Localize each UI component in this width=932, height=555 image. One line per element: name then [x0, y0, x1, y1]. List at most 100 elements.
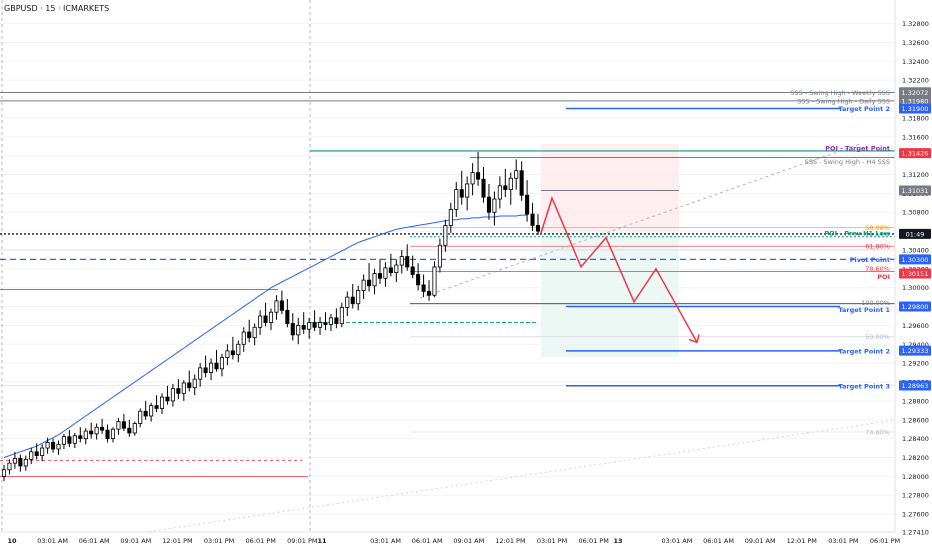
candle[interactable]	[530, 213, 535, 226]
candle[interactable]	[263, 315, 268, 323]
candle[interactable]	[459, 189, 464, 198]
candle[interactable]	[116, 421, 121, 430]
candle[interactable]	[437, 244, 442, 268]
candle[interactable]	[105, 429, 110, 440]
candle[interactable]	[426, 291, 432, 296]
candle[interactable]	[421, 284, 426, 292]
candle[interactable]	[61, 436, 66, 445]
candle[interactable]	[367, 279, 372, 287]
candle[interactable]	[51, 441, 56, 450]
candle[interactable]	[78, 435, 83, 440]
candle[interactable]	[383, 267, 388, 279]
candle[interactable]	[454, 189, 459, 210]
candle[interactable]	[121, 421, 126, 429]
candle[interactable]	[214, 362, 219, 370]
candle[interactable]	[356, 290, 361, 305]
candle[interactable]	[399, 256, 404, 266]
candle[interactable]	[100, 426, 105, 431]
candle[interactable]	[350, 296, 355, 305]
candle[interactable]	[519, 170, 524, 196]
candle[interactable]	[416, 274, 421, 286]
candle[interactable]	[432, 266, 437, 296]
candle[interactable]	[318, 322, 323, 328]
candle[interactable]	[394, 264, 399, 274]
candle[interactable]	[209, 362, 214, 373]
candle[interactable]	[40, 447, 45, 456]
candle[interactable]	[110, 428, 116, 440]
candle[interactable]	[290, 323, 295, 336]
candle[interactable]	[535, 225, 541, 232]
candle[interactable]	[149, 405, 154, 417]
candle[interactable]	[525, 194, 530, 215]
candle[interactable]	[89, 430, 94, 435]
candle[interactable]	[410, 266, 415, 275]
candle[interactable]	[94, 426, 99, 435]
candle[interactable]	[34, 451, 39, 456]
candle[interactable]	[187, 382, 192, 389]
candle[interactable]	[1, 469, 7, 477]
candle[interactable]	[503, 185, 508, 190]
candle[interactable]	[198, 367, 203, 380]
candle[interactable]	[339, 307, 344, 324]
candle[interactable]	[170, 388, 175, 402]
candle[interactable]	[192, 378, 197, 389]
candle[interactable]	[252, 326, 257, 339]
candle[interactable]	[12, 458, 17, 464]
candle[interactable]	[296, 325, 301, 336]
candle[interactable]	[492, 198, 497, 213]
candle[interactable]	[279, 300, 284, 311]
candle[interactable]	[132, 423, 137, 434]
candle[interactable]	[476, 172, 481, 180]
time-axis[interactable]	[0, 532, 895, 550]
candle[interactable]	[405, 256, 410, 268]
candle[interactable]	[514, 170, 519, 179]
candle[interactable]	[127, 427, 132, 434]
candle[interactable]	[361, 279, 366, 291]
candle[interactable]	[7, 462, 12, 471]
candle[interactable]	[268, 311, 274, 323]
candle[interactable]	[56, 443, 61, 450]
candle[interactable]	[67, 436, 72, 444]
candle[interactable]	[143, 410, 148, 417]
candle[interactable]	[285, 309, 290, 324]
candle[interactable]	[443, 225, 448, 246]
candle[interactable]	[241, 331, 246, 345]
candle[interactable]	[497, 185, 502, 200]
candle[interactable]	[312, 322, 317, 328]
candle[interactable]	[138, 410, 143, 424]
candle[interactable]	[301, 325, 306, 330]
candle[interactable]	[377, 273, 383, 279]
candle[interactable]	[181, 382, 186, 394]
candle[interactable]	[29, 451, 34, 460]
candle[interactable]	[465, 183, 470, 198]
candle[interactable]	[508, 177, 513, 190]
candle[interactable]	[83, 430, 88, 440]
candle[interactable]	[154, 405, 159, 409]
candle[interactable]	[345, 296, 350, 308]
candle[interactable]	[165, 396, 170, 402]
candle[interactable]	[225, 350, 230, 358]
candle[interactable]	[230, 350, 235, 356]
candle[interactable]	[18, 458, 23, 467]
candle[interactable]	[448, 209, 453, 226]
candle[interactable]	[176, 388, 181, 394]
candle[interactable]	[388, 267, 393, 274]
candle[interactable]	[219, 357, 224, 370]
candle[interactable]	[159, 396, 165, 409]
candle[interactable]	[486, 196, 491, 213]
candle[interactable]	[72, 435, 77, 444]
candle[interactable]	[258, 315, 263, 328]
candle[interactable]	[307, 322, 312, 330]
candle[interactable]	[470, 172, 475, 185]
candle[interactable]	[274, 300, 279, 313]
candle[interactable]	[323, 322, 328, 325]
candle[interactable]	[23, 458, 28, 467]
candle[interactable]	[247, 331, 252, 339]
candle[interactable]	[481, 178, 486, 198]
candle[interactable]	[45, 441, 50, 449]
candle[interactable]	[372, 273, 377, 287]
candle[interactable]	[236, 343, 241, 356]
candle[interactable]	[334, 317, 339, 324]
